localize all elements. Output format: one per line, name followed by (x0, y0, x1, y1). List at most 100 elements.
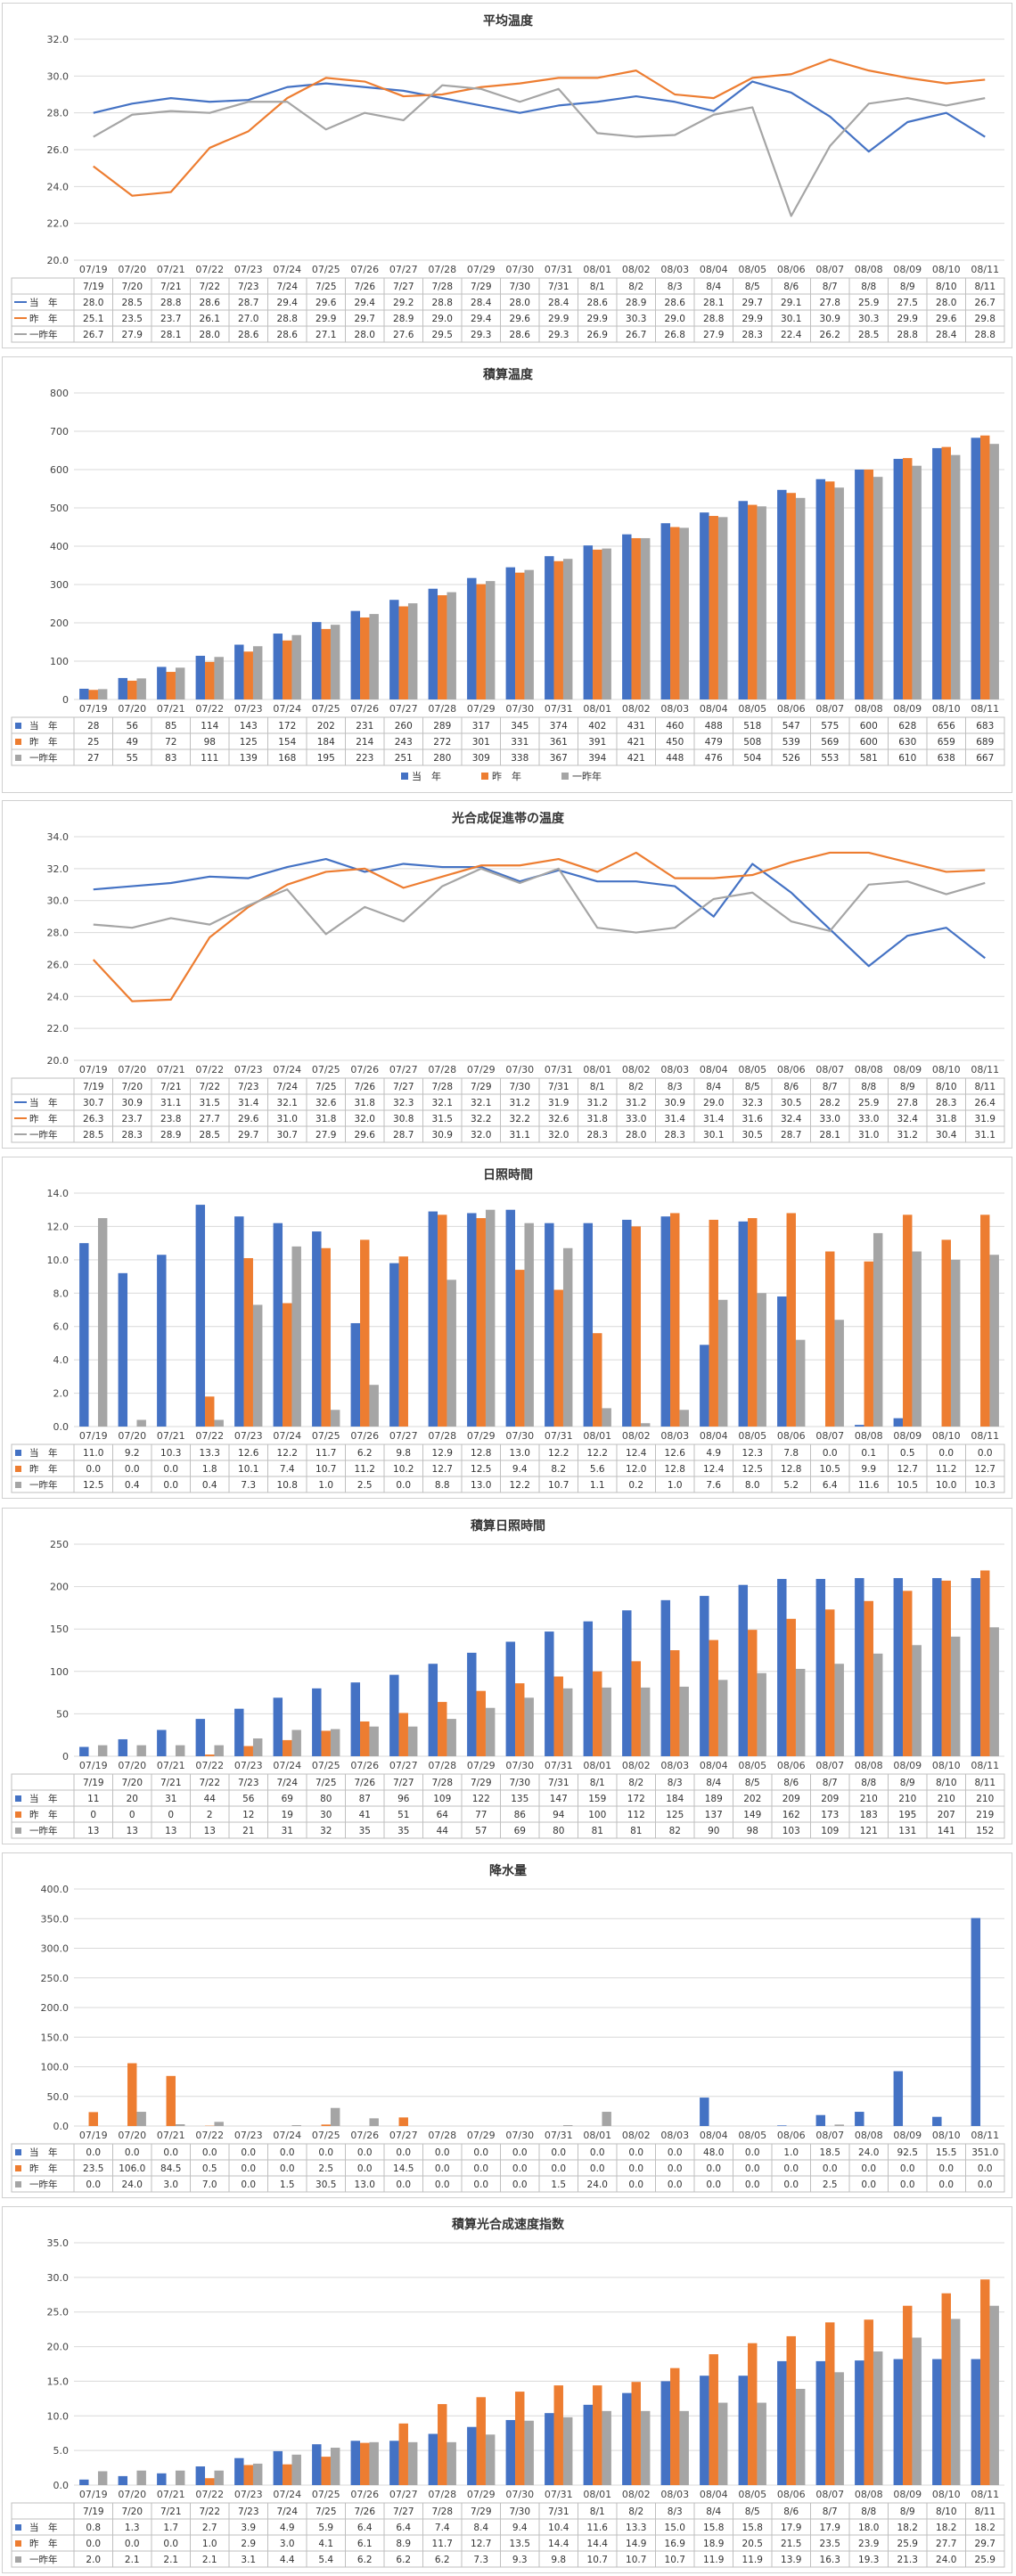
x-tick-label: 07/28 (428, 2130, 456, 2141)
bar-current (971, 2359, 981, 2485)
bar-last-year (321, 2457, 331, 2485)
table-header-cell: 8/5 (745, 282, 760, 292)
bar-two-years-ago (640, 1687, 651, 1756)
series-name-cell: 一昨年 (29, 2554, 58, 2565)
bar-current (157, 666, 167, 699)
table-value-cell: 64 (437, 1810, 449, 1820)
table-value-cell: 29.7 (355, 314, 375, 324)
table-value-cell: 143 (240, 721, 258, 732)
table-value-cell: 20 (127, 1794, 138, 1804)
table-value-cell: 29.3 (471, 330, 491, 340)
bar-current (312, 1231, 322, 1427)
x-tick-label: 08/02 (622, 2489, 651, 2500)
table-value-cell: 29.7 (975, 2539, 996, 2549)
legend-key (15, 739, 21, 745)
bar-current (79, 1243, 89, 1427)
table-header-cell: 8/8 (861, 282, 876, 292)
table-value-cell: 30.9 (820, 314, 840, 324)
table-header-cell: 7/29 (471, 282, 492, 292)
bar-last-year (360, 1239, 370, 1427)
series-name-cell: 昨 年 (29, 736, 58, 748)
table-header-cell: 7/21 (160, 1778, 182, 1788)
table-header-cell: 7/24 (276, 1778, 298, 1788)
table-value-cell: 9.3 (512, 2555, 528, 2565)
x-tick-label: 08/02 (622, 264, 651, 275)
x-tick-label: 07/31 (545, 703, 573, 715)
bar-last-year (243, 651, 253, 699)
table-value-cell: 29.9 (587, 314, 608, 324)
table-value-cell: 30.4 (936, 1130, 957, 1141)
table-value-cell: 80 (320, 1794, 332, 1804)
table-value-cell: 27.0 (238, 314, 258, 324)
chart-title: 積算光合成速度指数 (451, 2217, 565, 2232)
y-tick-label: 34.0 (47, 831, 70, 843)
bar-two-years-ago (252, 646, 263, 699)
bar-two-years-ago (912, 1645, 922, 1756)
bar-last-year (515, 1270, 525, 1427)
bar-two-years-ago (136, 2112, 146, 2126)
x-tick-label: 07/24 (273, 1430, 301, 1442)
bar-current (545, 1631, 554, 1756)
table-value-cell: 26.7 (975, 298, 996, 308)
x-tick-label: 07/29 (467, 264, 496, 275)
bar-last-year (825, 2322, 835, 2485)
table-value-cell: 0.0 (938, 1448, 954, 1459)
table-value-cell: 547 (782, 721, 800, 732)
chart-panel-cum-temp: 積算温度 0 100 200 300 400 500 600 700 800 07/19 07/20 0… (2, 356, 1012, 793)
table-value-cell: 539 (782, 737, 800, 748)
table-value-cell: 29.0 (432, 314, 453, 324)
y-tick-label: 30.0 (47, 895, 70, 907)
y-tick-label: 100 (50, 656, 69, 667)
bar-current (428, 2433, 438, 2485)
x-tick-label: 07/23 (234, 2489, 263, 2500)
bar-current (700, 1345, 709, 1427)
table-value-cell: 28.0 (626, 1130, 646, 1141)
x-tick-label: 08/10 (932, 264, 961, 275)
legend-key (15, 2524, 21, 2531)
table-header-cell: 7/20 (121, 1082, 143, 1092)
table-value-cell: 6.4 (357, 2523, 373, 2533)
table-value-cell: 9.8 (396, 1448, 411, 1459)
x-tick-label: 07/21 (157, 264, 185, 275)
bar-two-years-ago (330, 2448, 340, 2485)
y-tick-label: 250 (50, 1539, 69, 1550)
bar-last-year (283, 1303, 292, 1427)
table-value-cell: 569 (821, 737, 839, 748)
table-value-cell: 31.6 (742, 1114, 764, 1124)
table-value-cell: 0.0 (900, 2179, 915, 2190)
bar-current (583, 1223, 594, 1427)
y-tick-label: 400 (50, 541, 69, 552)
bar-two-years-ago (485, 1707, 496, 1756)
bar-two-years-ago (989, 1627, 999, 1756)
table-value-cell: 575 (821, 721, 839, 732)
table-value-cell: 125 (666, 1810, 684, 1820)
bar-current (700, 2098, 709, 2126)
bar-last-year (786, 1213, 796, 1427)
table-value-cell: 460 (666, 721, 684, 732)
table-value-cell: 0.0 (551, 2147, 566, 2158)
bar-current (815, 2114, 826, 2126)
table-value-cell: 5.6 (590, 1464, 605, 1475)
table-value-cell: 28.0 (83, 298, 103, 308)
table-value-cell: 48.0 (703, 2147, 724, 2158)
y-tick-label: 0 (62, 1751, 69, 1762)
table-value-cell: 23.7 (160, 314, 181, 324)
series-name-cell: 一昨年 (29, 1825, 58, 1836)
bar-last-year (476, 584, 486, 699)
table-value-cell: 28.0 (936, 298, 956, 308)
bar-last-year (748, 504, 758, 699)
table-value-cell: 81 (592, 1826, 603, 1836)
x-tick-label: 07/29 (467, 1760, 496, 1771)
table-value-cell: 0.0 (706, 2163, 721, 2174)
bar-last-year (398, 1713, 408, 1756)
table-value-cell: 0.0 (125, 1464, 140, 1475)
table-value-cell: 172 (278, 721, 296, 732)
table-value-cell: 13.0 (355, 2179, 375, 2190)
table-value-cell: 0.0 (435, 2179, 450, 2190)
chart-panel-rain: 降水量 0.0 50.0 100.0 150.0 200.0 250.0 300.0 350.0… (2, 1852, 1012, 2198)
table-value-cell: 12.8 (665, 1464, 685, 1475)
table-header-cell: 8/2 (628, 1778, 643, 1788)
bar-current (932, 1578, 942, 1756)
bar-two-years-ago (524, 1223, 534, 1427)
legend-key (15, 2540, 21, 2547)
